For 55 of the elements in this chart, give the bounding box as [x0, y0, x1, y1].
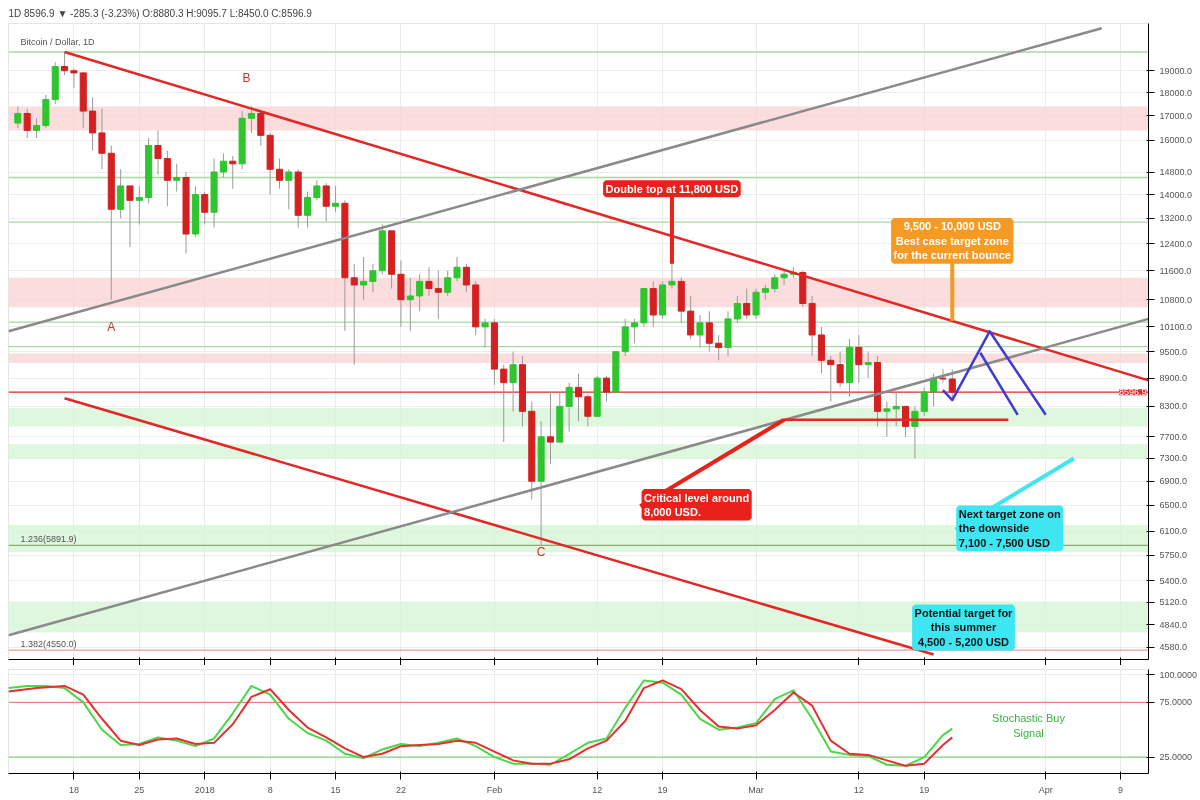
y-tick-label: 5120.0 [1159, 597, 1188, 608]
x-tick-label: 15 [330, 784, 341, 795]
y-tick-label: 17000.0 [1159, 110, 1193, 121]
x-tick-label: 18 [68, 784, 79, 795]
ref-line-label: 1.382(4550.0) [20, 639, 77, 650]
x-tick-label: 12 [853, 784, 864, 795]
y-tick-label: 14800.0 [1159, 167, 1193, 178]
y-tick-label: 6500.0 [1159, 500, 1188, 511]
y-tick-label: 5750.0 [1159, 550, 1188, 561]
annotation: Potential target for this summer 4,500 - 5,200 USD [914, 607, 1014, 648]
y-tick-label: 16000.0 [1159, 135, 1193, 146]
y-tick-label: 11600.0 [1159, 265, 1192, 276]
y-tick-label: 75.0000 [1159, 697, 1193, 708]
y-tick-label: 18000.0 [1159, 87, 1193, 98]
y-tick-label: 100.0000 [1159, 669, 1198, 680]
y-tick-label: 8900.0 [1159, 373, 1188, 384]
x-tick-label: 25 [134, 784, 145, 795]
y-tick-label: 13200.0 [1159, 213, 1193, 224]
y-tick-label: 8300.0 [1159, 401, 1188, 412]
y-tick-label: 12400.0 [1159, 238, 1193, 249]
y-tick-label: 10100.0 [1159, 321, 1193, 332]
annotation: Stochastic Buy Signal [992, 712, 1066, 739]
y-tick-label: 6100.0 [1159, 526, 1188, 537]
annotation: C [536, 544, 546, 559]
x-tick-label: 22 [395, 784, 406, 795]
y-tick-label: 14000.0 [1159, 189, 1193, 200]
x-tick-label: Mar [748, 784, 764, 795]
chart-subtitle: 1D 8596.9 ▼ -285.3 (-3.23%) O:8880.3 H:9095.7 L:8450.0 C:8596.9 [8, 7, 313, 19]
x-tick-label: 19 [657, 784, 668, 795]
y-tick-label: 4840.0 [1159, 620, 1188, 630]
ref-line-label: 1.236(5891.9) [20, 534, 77, 545]
x-tick-label: 19 [919, 784, 930, 795]
annotation: B [242, 70, 251, 85]
x-tick-label: 9 [1117, 784, 1123, 795]
y-tick-label: 9500.0 [1159, 346, 1188, 357]
annotation: Critical level around 8,000 USD. [644, 491, 750, 519]
text: Bitcoin / Dollar, 1D [20, 36, 96, 47]
y-tick-label: 7300.0 [1159, 453, 1188, 464]
y-tick-label: 7700.0 [1159, 431, 1188, 442]
annotation: Next target zone on the downside 7,100 - 7,500 USD [958, 508, 1062, 549]
y-tick-label: 19000.0 [1159, 65, 1193, 76]
x-tick-label: Feb [486, 784, 503, 795]
y-tick-label: 10800.0 [1159, 294, 1193, 305]
y-tick-label: 25.0000 [1159, 752, 1193, 763]
x-tick-label: 8 [267, 784, 273, 795]
annotation: A [107, 319, 116, 334]
x-tick-label: 12 [592, 784, 603, 795]
annotation: 9,500 - 10,000 USD Best case target zone for the current bounce [893, 220, 1011, 262]
y-tick-label: 5400.0 [1159, 575, 1188, 586]
x-tick-label: 2018 [194, 784, 215, 795]
x-tick-label: Apr [1038, 784, 1053, 795]
annotation: Double top at 11,800 USD [605, 182, 739, 195]
ref-line-label: 8596.9 [1118, 387, 1147, 398]
y-tick-label: 6900.0 [1159, 476, 1188, 487]
y-tick-label: 4580.0 [1159, 642, 1188, 653]
